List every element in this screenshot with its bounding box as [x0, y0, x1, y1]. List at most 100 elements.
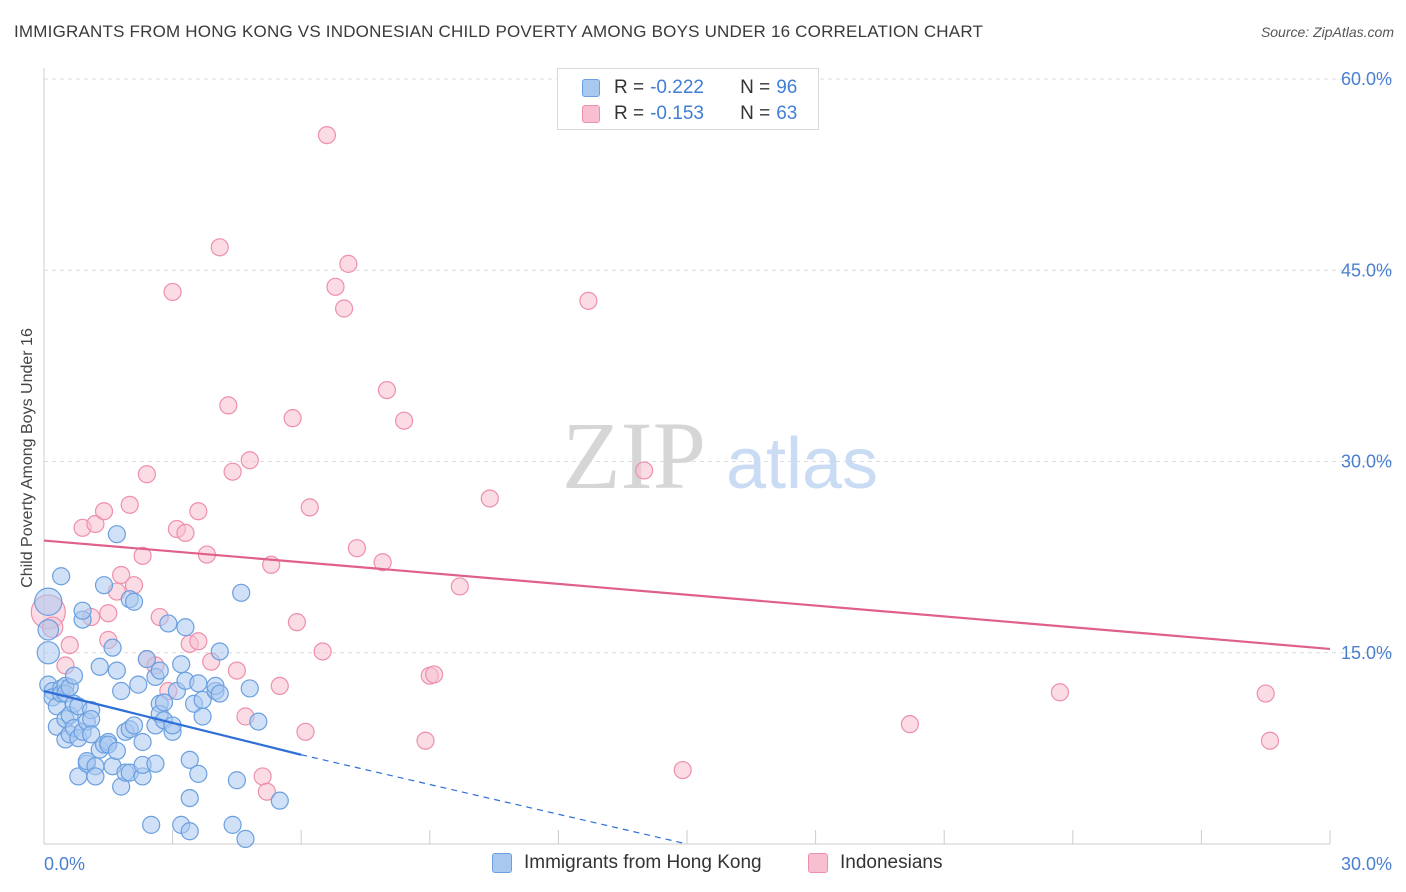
data-point-hong-kong: [227, 771, 246, 790]
data-point-indonesians: [377, 381, 397, 400]
data-point-hong-kong: [73, 601, 92, 620]
data-point-indonesians: [283, 409, 302, 428]
data-point-indonesians: [635, 461, 654, 480]
data-point-indonesians: [579, 291, 598, 310]
data-point-hong-kong: [172, 655, 191, 674]
data-point-hong-kong: [193, 707, 212, 726]
data-point-indonesians: [112, 565, 131, 585]
data-point-hong-kong: [249, 712, 268, 731]
data-point-hong-kong: [82, 709, 101, 729]
legend-r-label: R =: [614, 77, 645, 98]
watermark-atlas: atlas: [726, 424, 878, 504]
data-point-hong-kong: [137, 650, 156, 669]
legend-r-label: R =: [614, 103, 645, 124]
trend-line-indonesians: [43, 539, 1331, 651]
data-point-indonesians: [223, 462, 242, 481]
legend-item-hong-kong[interactable]: Immigrants from Hong Kong: [492, 852, 762, 874]
data-point-hong-kong: [240, 679, 259, 698]
series-legend: Immigrants from Hong Kong Indonesians: [0, 852, 1406, 878]
data-point-hong-kong: [180, 822, 199, 841]
data-point-hong-kong: [223, 815, 242, 834]
legend-n-value-hong-kong: 96: [776, 77, 798, 98]
data-point-hong-kong: [154, 693, 174, 712]
data-point-indonesians: [313, 642, 332, 661]
data-point-indonesians: [394, 411, 414, 430]
data-point-indonesians: [253, 767, 272, 786]
data-point-hong-kong: [129, 675, 148, 694]
y-tick-label-15: 15.0%: [1341, 643, 1392, 663]
data-point-indonesians: [339, 254, 358, 273]
data-point-indonesians: [900, 715, 920, 734]
data-point-hong-kong: [159, 614, 178, 633]
data-point-indonesians: [86, 514, 105, 534]
data-point-indonesians: [270, 676, 289, 696]
tick-labels: 15.0% 30.0% 45.0% 60.0% 0.0% 30.0%: [44, 69, 1392, 874]
data-point-hong-kong: [150, 661, 169, 680]
trend-lines: [43, 539, 1331, 845]
axes: [43, 68, 1331, 845]
data-point-indonesians: [300, 498, 319, 517]
data-point-indonesians: [1260, 731, 1280, 750]
data-point-hong-kong: [193, 690, 212, 710]
data-point-hong-kong: [180, 788, 199, 808]
chart-title: IMMIGRANTS FROM HONG KONG VS INDONESIAN …: [14, 22, 984, 41]
data-point-indonesians: [416, 731, 435, 750]
legend-n-value-indonesians: 63: [776, 103, 798, 124]
data-point-indonesians: [334, 299, 354, 318]
legend-r-value-hong-kong: -0.222: [650, 77, 704, 98]
y-tick-label-30: 30.0%: [1341, 452, 1392, 472]
data-point-hong-kong: [210, 642, 229, 661]
watermark: ZIP atlas: [562, 402, 878, 509]
data-point-indonesians: [347, 539, 367, 558]
trend-line-hong-kong-extension: [301, 754, 688, 845]
legend-r-value-indonesians: -0.153: [650, 103, 704, 124]
data-point-indonesians: [296, 722, 315, 741]
series-hong-kong: [34, 525, 289, 849]
data-point-indonesians: [373, 553, 392, 572]
legend-n-label: N =: [740, 77, 771, 98]
data-point-hong-kong: [176, 618, 195, 637]
data-point-indonesians: [424, 665, 444, 684]
legend-swatch-hong-kong: [582, 79, 600, 97]
data-point-indonesians: [219, 396, 238, 415]
trend-line-hong-kong: [43, 689, 302, 756]
data-point-indonesians: [240, 451, 259, 470]
data-point-indonesians: [480, 489, 499, 508]
data-point-hong-kong: [210, 684, 229, 703]
data-point-indonesians: [450, 577, 469, 596]
data-point-hong-kong: [37, 618, 60, 641]
legend-swatch-indonesians: [808, 853, 828, 873]
data-point-hong-kong: [232, 583, 251, 602]
watermark-zip: ZIP: [562, 402, 706, 509]
data-point-hong-kong: [236, 829, 255, 849]
data-point-indonesians: [257, 782, 277, 801]
data-point-indonesians: [1256, 684, 1275, 703]
data-point-indonesians: [287, 613, 307, 632]
data-point-hong-kong: [86, 767, 105, 786]
data-point-hong-kong: [180, 750, 199, 769]
data-point-indonesians: [189, 502, 208, 521]
y-tick-label-60: 60.0%: [1341, 69, 1392, 89]
data-point-hong-kong: [107, 741, 126, 761]
x-tick-label-0: 0.0%: [44, 854, 85, 874]
data-point-hong-kong: [82, 725, 101, 744]
legend-row-hong-kong: R = -0.222 N = 96: [582, 77, 797, 99]
data-point-indonesians: [176, 523, 195, 543]
data-point-indonesians: [99, 604, 118, 623]
data-point-hong-kong: [94, 576, 114, 595]
data-point-hong-kong: [146, 754, 165, 773]
data-point-indonesians: [120, 495, 139, 514]
legend-item-indonesians[interactable]: Indonesians: [808, 852, 942, 874]
legend-row-indonesians: R = -0.153 N = 63: [582, 103, 797, 125]
grid-lines: [44, 78, 1392, 654]
data-point-indonesians: [1050, 683, 1070, 702]
data-point-hong-kong: [133, 732, 152, 752]
data-point-indonesians: [60, 635, 79, 655]
legend-swatch-indonesians: [582, 105, 600, 123]
legend-swatch-hong-kong: [492, 853, 512, 873]
data-point-hong-kong: [107, 525, 126, 544]
data-point-hong-kong: [90, 657, 109, 676]
data-point-hong-kong: [270, 791, 289, 810]
data-point-hong-kong: [36, 641, 60, 665]
